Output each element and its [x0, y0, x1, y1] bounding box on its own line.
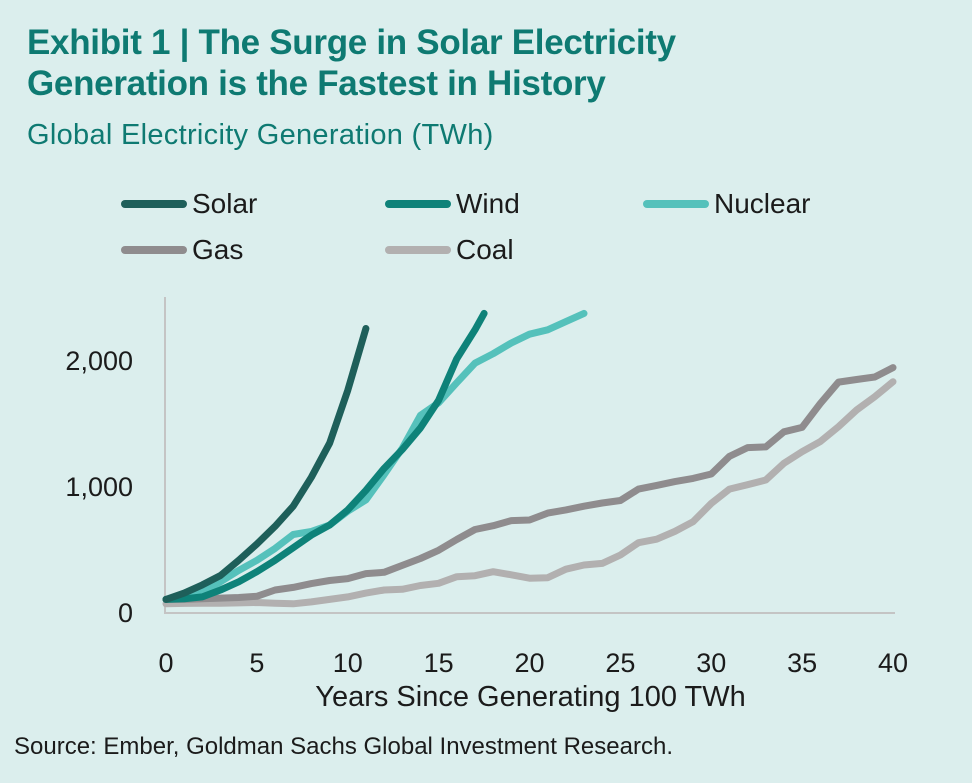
chart-title: Exhibit 1 | The Surge in Solar Electrici… — [27, 22, 927, 104]
legend-label: Gas — [192, 234, 244, 265]
series-line-wind — [162, 309, 488, 603]
legend-label: Solar — [192, 188, 258, 219]
x-axis-title: Years Since Generating 100 TWh — [315, 681, 745, 713]
chart-title-line-2: Generation is the Fastest in History — [27, 64, 606, 103]
legend-item-coal: Coal — [385, 232, 514, 268]
series-line-gas — [162, 364, 897, 603]
axes — [164, 297, 895, 614]
source-note: Source: Ember, Goldman Sachs Global Inve… — [14, 733, 673, 760]
tick-labels: 0 5 10 15 20 25 30 35 40 0 1,000 2,000 Years Since G… — [65, 346, 908, 713]
legend-item-wind: Wind — [385, 186, 520, 222]
chart-title-line-1: Exhibit 1 | The Surge in Solar Electrici… — [27, 23, 676, 62]
x-tick-label: 35 — [787, 648, 817, 678]
legend-swatch — [385, 246, 451, 254]
series-line-coal — [162, 378, 897, 608]
legend-item-nuclear: Nuclear — [643, 186, 810, 222]
series-line-solar — [162, 325, 370, 603]
x-tick-label: 25 — [605, 648, 635, 678]
legend-item-solar: Solar — [121, 186, 257, 222]
legend-label: Coal — [456, 234, 514, 265]
legend-label: Wind — [456, 188, 520, 219]
legend-swatch — [643, 200, 709, 208]
x-tick-label: 40 — [878, 648, 908, 678]
x-tick-label: 20 — [514, 648, 544, 678]
x-tick-label: 30 — [696, 648, 726, 678]
x-tick-label: 0 — [158, 648, 173, 678]
legend-swatch — [385, 200, 451, 208]
y-tick-label: 2,000 — [65, 346, 133, 376]
y-tick-label: 1,000 — [65, 472, 133, 502]
legend-item-gas: Gas — [121, 232, 243, 268]
y-tick-label: 0 — [118, 598, 133, 628]
legend-label: Nuclear — [714, 188, 811, 219]
chart-subtitle: Global Electricity Generation (TWh) — [27, 119, 494, 151]
x-tick-label: 5 — [249, 648, 264, 678]
series-lines — [162, 309, 897, 608]
x-tick-label: 15 — [424, 648, 454, 678]
legend-swatch — [121, 246, 187, 254]
series-line-nuclear — [162, 309, 588, 603]
legend-swatch — [121, 200, 187, 208]
x-tick-label: 10 — [333, 648, 363, 678]
